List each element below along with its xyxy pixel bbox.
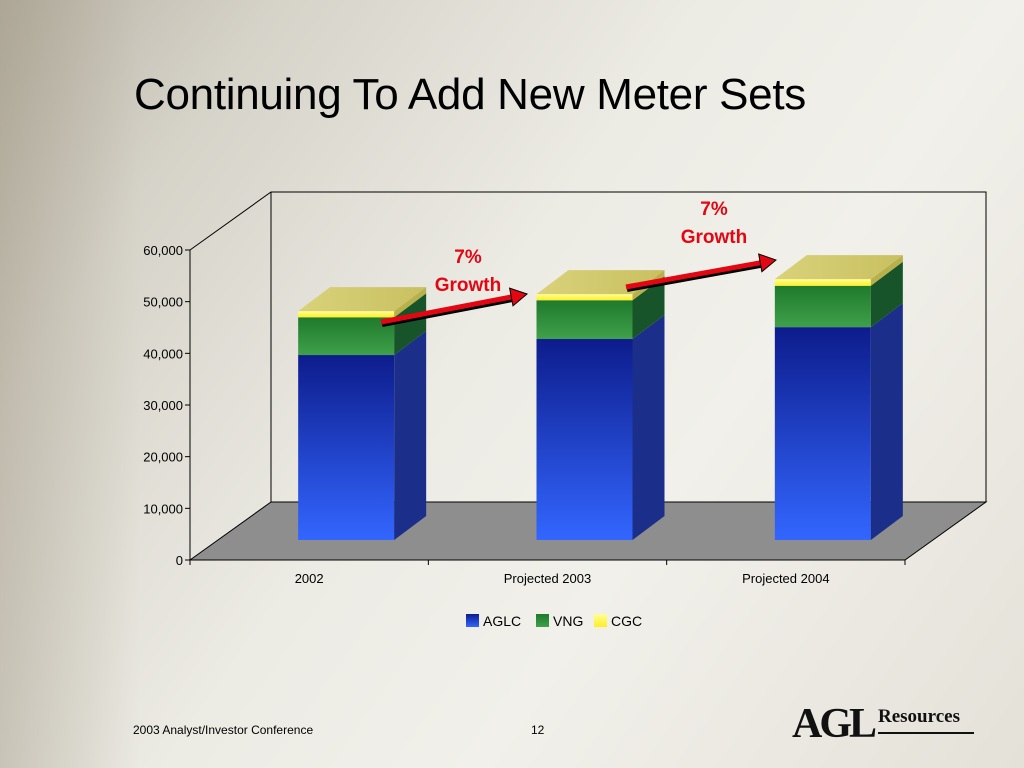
y-tick-label: 50,000 [143,295,183,310]
legend-item-cgc: CGC [594,613,642,629]
slide-title: Continuing To Add New Meter Sets [134,70,806,119]
growth-annotations: 7% Growth 7% Growth [380,199,778,327]
bar-projected-2004 [774,255,903,540]
arrow-head [508,287,529,307]
legend: AGLC VNG CGC [466,613,642,629]
logo-rule [878,732,974,734]
bar-segment-aglc [774,327,871,540]
bar-segment-vng [774,285,871,328]
arrow-head [758,253,778,273]
y-tick-label: 20,000 [143,450,183,465]
x-tick-label: Projected 2003 [504,571,591,586]
legend-label-cgc: CGC [611,613,642,629]
bar-segment-aglc [298,355,395,540]
bar-side-aglc [394,331,427,540]
bar-side-vng [870,261,903,328]
bar-side-cgc [870,255,903,286]
background-shade [0,0,140,768]
bar-side-aglc [870,303,903,540]
arrow-shaft [625,260,761,290]
bar-2002 [298,287,427,540]
x-tick-label: Projected 2004 [742,571,829,586]
growth-percent: 7% [700,199,728,220]
bar-side-cgc [394,287,427,318]
legend-swatch-aglc [466,614,479,627]
bar-projected-2003 [536,270,665,540]
bar-segment-cgc [774,279,871,286]
x-tick-label: 2002 [295,571,324,586]
legend-swatch-vng [536,614,549,627]
back-wall-edge [189,191,987,502]
bars [298,255,903,540]
bar-side-aglc [632,315,665,540]
page-number: 12 [531,723,545,737]
y-tick-label: 60,000 [143,243,183,258]
legend-label-aglc: AGLC [483,613,521,629]
growth-percent: 7% [454,247,482,268]
bar-segment-cgc [298,311,395,318]
growth-label: Growth [681,227,748,248]
logo-word: Resources [878,706,960,727]
growth-label: Growth [435,275,502,296]
x-axis: 2002 Projected 2003 Projected 2004 [189,559,906,586]
bar-side-vng [632,276,665,340]
logo-mark: AGL [792,701,877,747]
y-axis: 0 10,000 20,000 30,000 40,000 50,000 60,000 [143,243,191,568]
y-tick-label: 30,000 [143,398,183,413]
legend-item-aglc: AGLC [466,613,521,629]
bar-segment-vng [536,300,633,340]
bar-top-face [298,287,427,312]
legend-swatch-cgc [594,614,607,627]
agl-resources-logo: AGL Resources [792,700,982,750]
bar-segment-aglc [536,339,633,540]
bar-side-vng [394,293,427,356]
legend-label-vng: VNG [553,613,583,629]
growth-annotation: 7% Growth [380,247,529,327]
arrow-shaft [380,294,512,325]
legend-item-vng: VNG [536,613,583,629]
bar-segment-cgc [536,294,633,301]
bar-segment-vng [298,317,395,356]
y-tick-label: 40,000 [143,346,183,361]
y-tick-label: 10,000 [143,501,183,516]
bar-top-face [774,255,903,280]
growth-annotation: 7% Growth [625,199,778,292]
y-tick-label: 0 [176,553,183,568]
footer-conference: 2003 Analyst/Investor Conference [133,723,314,737]
